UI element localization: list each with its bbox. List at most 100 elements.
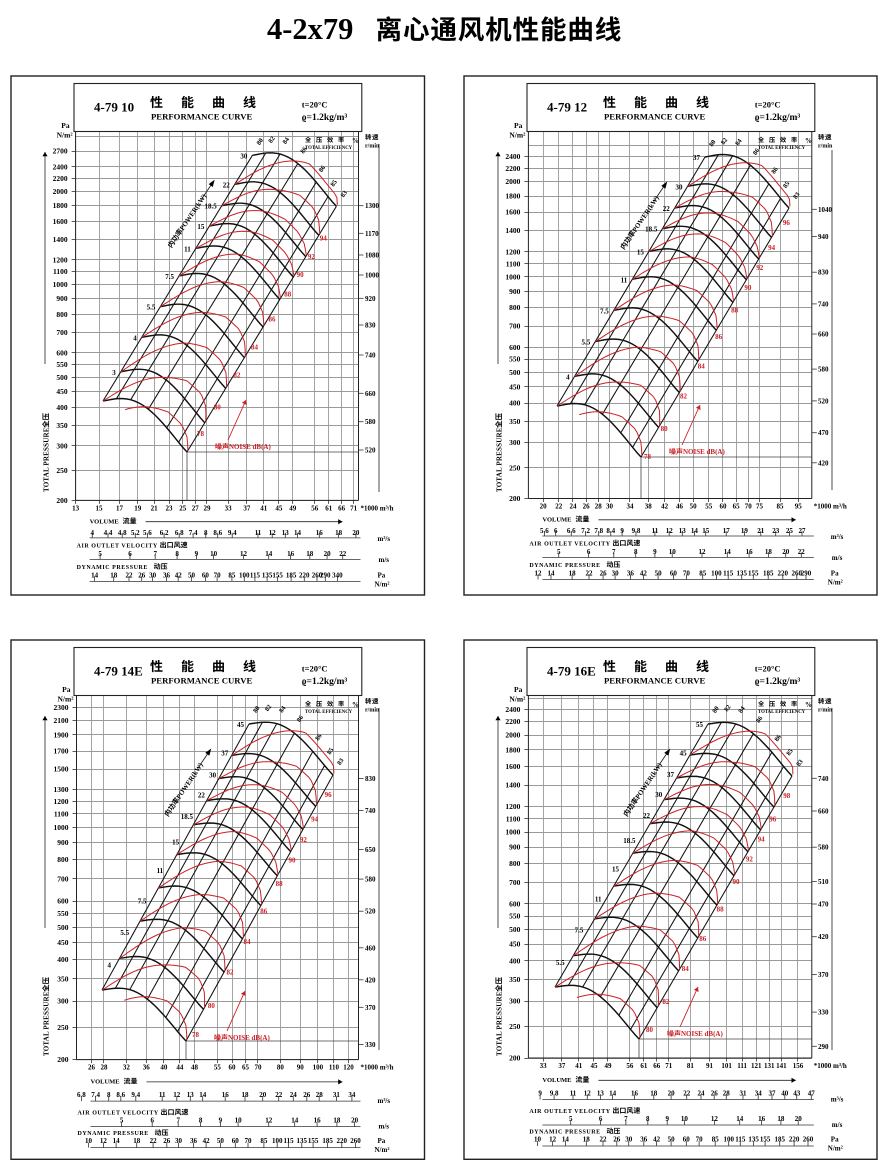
svg-text:83: 83 <box>792 191 802 201</box>
svg-text:75: 75 <box>756 503 764 511</box>
svg-text:55: 55 <box>696 721 704 729</box>
svg-text:84: 84 <box>682 965 690 973</box>
svg-text:96: 96 <box>325 791 333 799</box>
svg-text:37: 37 <box>243 504 251 512</box>
svg-text:1600: 1600 <box>505 762 520 771</box>
svg-text:86: 86 <box>314 732 324 742</box>
svg-text:2400: 2400 <box>505 152 520 161</box>
svg-text:r/min: r/min <box>365 708 380 714</box>
svg-text:43: 43 <box>793 1090 801 1098</box>
svg-text:220: 220 <box>337 1137 348 1145</box>
svg-text:500: 500 <box>57 923 69 932</box>
svg-text:20: 20 <box>351 1117 359 1125</box>
svg-text:14: 14 <box>91 571 99 579</box>
svg-text:81: 81 <box>687 1062 695 1070</box>
svg-text:DYNAMIC PRESSURE: DYNAMIC PRESSURE <box>78 1131 149 1137</box>
svg-text:18.5: 18.5 <box>205 203 218 211</box>
svg-text:330: 330 <box>818 1009 829 1017</box>
svg-text:5.5: 5.5 <box>147 304 156 312</box>
svg-text:400: 400 <box>509 399 521 408</box>
svg-text:80: 80 <box>708 139 717 148</box>
svg-text:45: 45 <box>591 1062 599 1070</box>
svg-text:9: 9 <box>665 1115 669 1123</box>
svg-text:1000: 1000 <box>505 828 520 837</box>
svg-text:%: % <box>805 137 812 145</box>
svg-text:16: 16 <box>758 1115 766 1123</box>
svg-text:82: 82 <box>233 372 241 380</box>
svg-text:580: 580 <box>818 844 829 852</box>
svg-text:185: 185 <box>763 570 774 578</box>
svg-text:60: 60 <box>232 1137 240 1145</box>
svg-text:22: 22 <box>663 205 671 213</box>
svg-text:m³/s: m³/s <box>378 1097 391 1105</box>
svg-text:14: 14 <box>609 1090 617 1098</box>
svg-text:28: 28 <box>595 503 603 511</box>
svg-text:12: 12 <box>240 550 248 558</box>
svg-text:9: 9 <box>219 1117 223 1125</box>
svg-text:22: 22 <box>586 570 594 578</box>
svg-text:48: 48 <box>191 1064 199 1072</box>
svg-text:r/min: r/min <box>818 708 833 714</box>
svg-text:Pa: Pa <box>378 571 386 579</box>
svg-text:37: 37 <box>221 750 229 758</box>
svg-text:1040: 1040 <box>818 206 833 214</box>
svg-text:86: 86 <box>299 145 309 155</box>
svg-text:26: 26 <box>613 1136 621 1144</box>
svg-text:7.4: 7.4 <box>91 1091 100 1099</box>
svg-text:AIR OUTLET VELOCITY: AIR OUTLET VELOCITY <box>77 543 158 549</box>
svg-text:800: 800 <box>509 303 521 312</box>
svg-text:135: 135 <box>262 571 273 579</box>
svg-text:PERFORMANCE CURVE: PERFORMANCE CURVE <box>151 112 252 122</box>
svg-text:94: 94 <box>768 244 776 252</box>
svg-text:2700: 2700 <box>53 147 68 156</box>
svg-text:28: 28 <box>316 1091 324 1099</box>
svg-text:22: 22 <box>339 550 347 558</box>
svg-text:%: % <box>352 137 359 145</box>
svg-text:185: 185 <box>286 571 297 579</box>
svg-text:250: 250 <box>57 1023 69 1032</box>
svg-text:7: 7 <box>624 1115 628 1123</box>
svg-text:PERFORMANCE CURVE: PERFORMANCE CURVE <box>151 676 252 686</box>
svg-text:90: 90 <box>297 271 305 279</box>
svg-text:VOLUME: VOLUME <box>542 1077 571 1084</box>
svg-text:90: 90 <box>297 1064 305 1072</box>
svg-text:1100: 1100 <box>506 259 521 268</box>
svg-text:10: 10 <box>85 1137 93 1145</box>
svg-text:TOTAL PRESSURE: TOTAL PRESSURE <box>43 427 51 492</box>
svg-text:86: 86 <box>773 733 783 743</box>
svg-text:%: % <box>352 701 359 709</box>
svg-text:56: 56 <box>311 504 319 512</box>
svg-text:7.5: 7.5 <box>165 273 174 281</box>
svg-text:t=20: t=20 <box>302 664 318 674</box>
svg-text:4-79 16E: 4-79 16E <box>547 664 596 679</box>
svg-text:94: 94 <box>311 816 319 824</box>
svg-text:26: 26 <box>163 1137 171 1145</box>
svg-text:1100: 1100 <box>54 809 69 818</box>
svg-text:400: 400 <box>57 955 69 964</box>
svg-text:r/min: r/min <box>365 144 380 150</box>
svg-text:42: 42 <box>203 1137 211 1145</box>
svg-text:PERFORMANCE CURVE: PERFORMANCE CURVE <box>604 676 705 686</box>
svg-text:260: 260 <box>803 1136 814 1144</box>
svg-text:86: 86 <box>318 164 328 174</box>
svg-text:34: 34 <box>627 503 635 511</box>
svg-text:46: 46 <box>676 503 684 511</box>
svg-text:2200: 2200 <box>505 717 520 726</box>
svg-text:400: 400 <box>509 956 521 965</box>
svg-text:AIR OUTLET VELOCITY: AIR OUTLET VELOCITY <box>529 542 610 548</box>
svg-text:*1000 m³/h: *1000 m³/h <box>814 1062 847 1070</box>
svg-text:85: 85 <box>782 180 792 190</box>
svg-text:TOTAL EFFICIENCY: TOTAL EFFICIENCY <box>305 710 353 715</box>
svg-text:84: 84 <box>244 938 252 946</box>
svg-text:920: 920 <box>365 295 376 303</box>
svg-text:TOTAL EFFICIENCY: TOTAL EFFICIENCY <box>758 146 806 151</box>
svg-text:26: 26 <box>583 503 591 511</box>
svg-text:600: 600 <box>56 349 68 358</box>
svg-text:55: 55 <box>214 1064 222 1072</box>
svg-text:TOTAL PRESSURE: TOTAL PRESSURE <box>496 991 504 1056</box>
svg-text:200: 200 <box>509 1054 521 1063</box>
svg-text:300: 300 <box>57 997 69 1006</box>
svg-text:37: 37 <box>693 154 701 162</box>
svg-text:10: 10 <box>681 1115 689 1123</box>
svg-text:VOLUME: VOLUME <box>90 518 119 525</box>
